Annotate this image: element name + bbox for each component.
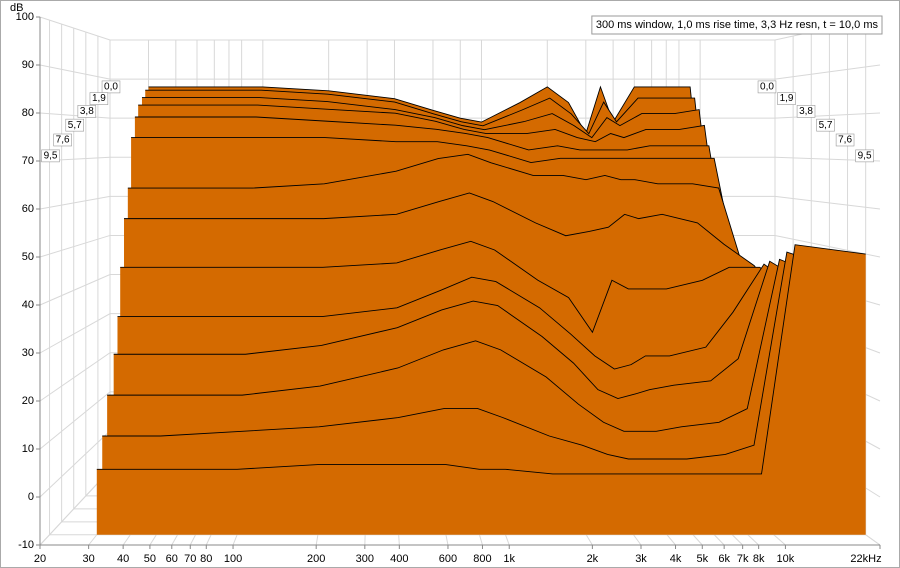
x-tick-label: 6k xyxy=(718,553,730,565)
y-tick-label: 60 xyxy=(22,203,34,215)
slice-curve xyxy=(96,244,866,475)
z-tick-box xyxy=(777,92,796,105)
z-tick-box xyxy=(835,133,855,147)
z-tick-label: 9,5 xyxy=(858,151,872,162)
x-tick-label: 22kHz xyxy=(850,553,881,565)
y-tick-label: 100 xyxy=(16,11,34,23)
z-tick-box xyxy=(65,118,84,132)
x-tick-label: 1k xyxy=(503,553,515,565)
z-tick-label: 7,6 xyxy=(838,135,852,146)
y-axis-label: dB xyxy=(10,2,23,14)
z-tick-box xyxy=(41,149,60,163)
z-tick-box xyxy=(816,118,835,132)
x-tick-label: 40 xyxy=(117,553,129,565)
slice-curve xyxy=(127,153,812,362)
x-tick-label: 80 xyxy=(200,553,212,565)
slice-curve xyxy=(102,251,857,460)
z-tick-label: 1,9 xyxy=(780,93,794,104)
z-tick: 9,5 xyxy=(41,149,60,163)
y-tick-label: 80 xyxy=(22,107,34,119)
x-tick-label: 8k xyxy=(753,553,765,565)
slice-curve xyxy=(138,104,794,378)
x-tick-label: 30 xyxy=(83,553,95,565)
y-tick-label: 50 xyxy=(22,251,34,263)
x-tick-label: 800 xyxy=(473,553,491,565)
slice-curve xyxy=(145,89,781,388)
slice-curve xyxy=(141,97,787,383)
z-tick-label: 0,0 xyxy=(104,82,118,93)
slice-curve xyxy=(120,240,825,334)
x-tick-label: 4k xyxy=(670,553,682,565)
z-tick: 7,6 xyxy=(835,133,855,147)
x-tick-label: 200 xyxy=(307,553,325,565)
z-tick-label: 0,0 xyxy=(760,82,774,93)
z-tick-box xyxy=(77,105,97,118)
z-tick: 5,7 xyxy=(816,118,835,132)
slice-curve xyxy=(113,260,837,399)
grid-line xyxy=(39,64,881,80)
slice-curve xyxy=(148,85,776,393)
y-tick-label: 90 xyxy=(22,59,34,71)
x-tick-label: 7k xyxy=(737,553,749,565)
z-tick: 5,7 xyxy=(65,118,84,132)
legend-box xyxy=(591,15,883,35)
z-tick-box xyxy=(855,149,874,163)
z-tick: 1,9 xyxy=(777,92,796,105)
x-tick-label: 20 xyxy=(34,553,46,565)
z-tick-label: 5,7 xyxy=(819,120,833,131)
z-tick-label: 3,8 xyxy=(80,106,94,117)
z-tick-box xyxy=(89,92,109,105)
legend: 300 ms window, 1,0 ms rise time, 3,3 Hz … xyxy=(591,15,883,35)
z-tick-box xyxy=(101,80,121,94)
y-tick-label: 20 xyxy=(22,395,34,407)
z-tick: 7,6 xyxy=(53,133,72,147)
z-tick: 9,5 xyxy=(855,149,874,163)
x-tick-label: 50 xyxy=(144,553,156,565)
z-tick: 0,0 xyxy=(757,80,777,94)
z-tick-label: 9,5 xyxy=(44,151,58,162)
z-tick: 0,0 xyxy=(101,80,121,94)
slice-curve xyxy=(131,137,806,368)
y-tick-label: 0 xyxy=(28,491,34,503)
legend-text: 300 ms window, 1,0 ms rise time, 3,3 Hz … xyxy=(596,19,879,31)
z-tick-label: 5,7 xyxy=(68,120,82,131)
x-tick-label: 100 xyxy=(224,553,242,565)
z-tick-box xyxy=(53,133,72,147)
x-tick-label: 60 xyxy=(166,553,178,565)
slice-fill xyxy=(96,244,866,535)
x-tick-label: 10k xyxy=(777,553,795,565)
x-tick-label: 400 xyxy=(390,553,408,565)
y-tick-label: 30 xyxy=(22,347,34,359)
slice-curve xyxy=(124,192,819,352)
z-tick-label: 3,8 xyxy=(799,106,813,117)
z-tick-label: 1,9 xyxy=(92,93,106,104)
z-tick: 3,8 xyxy=(77,105,97,118)
x-tick-label: 2k xyxy=(587,553,599,565)
x-tick-label: 300 xyxy=(356,553,374,565)
slice-curve xyxy=(117,263,830,370)
z-tick-box xyxy=(796,105,816,118)
x-tick-label: 3k xyxy=(635,553,647,565)
slice-curve xyxy=(134,116,800,373)
x-tick-label: 5k xyxy=(696,553,708,565)
x-tick-label: 600 xyxy=(439,553,457,565)
y-tick-label: -10 xyxy=(18,539,34,551)
z-tick: 1,9 xyxy=(89,92,109,105)
z-tick: 3,8 xyxy=(796,105,816,118)
z-tick-label: 7,6 xyxy=(56,135,70,146)
y-tick-label: 70 xyxy=(22,155,34,167)
x-tick-label: 70 xyxy=(184,553,196,565)
y-tick-label: 10 xyxy=(22,443,34,455)
y-tick-label: 40 xyxy=(22,299,34,311)
z-tick-box xyxy=(757,80,777,94)
slice-curve xyxy=(107,258,848,432)
